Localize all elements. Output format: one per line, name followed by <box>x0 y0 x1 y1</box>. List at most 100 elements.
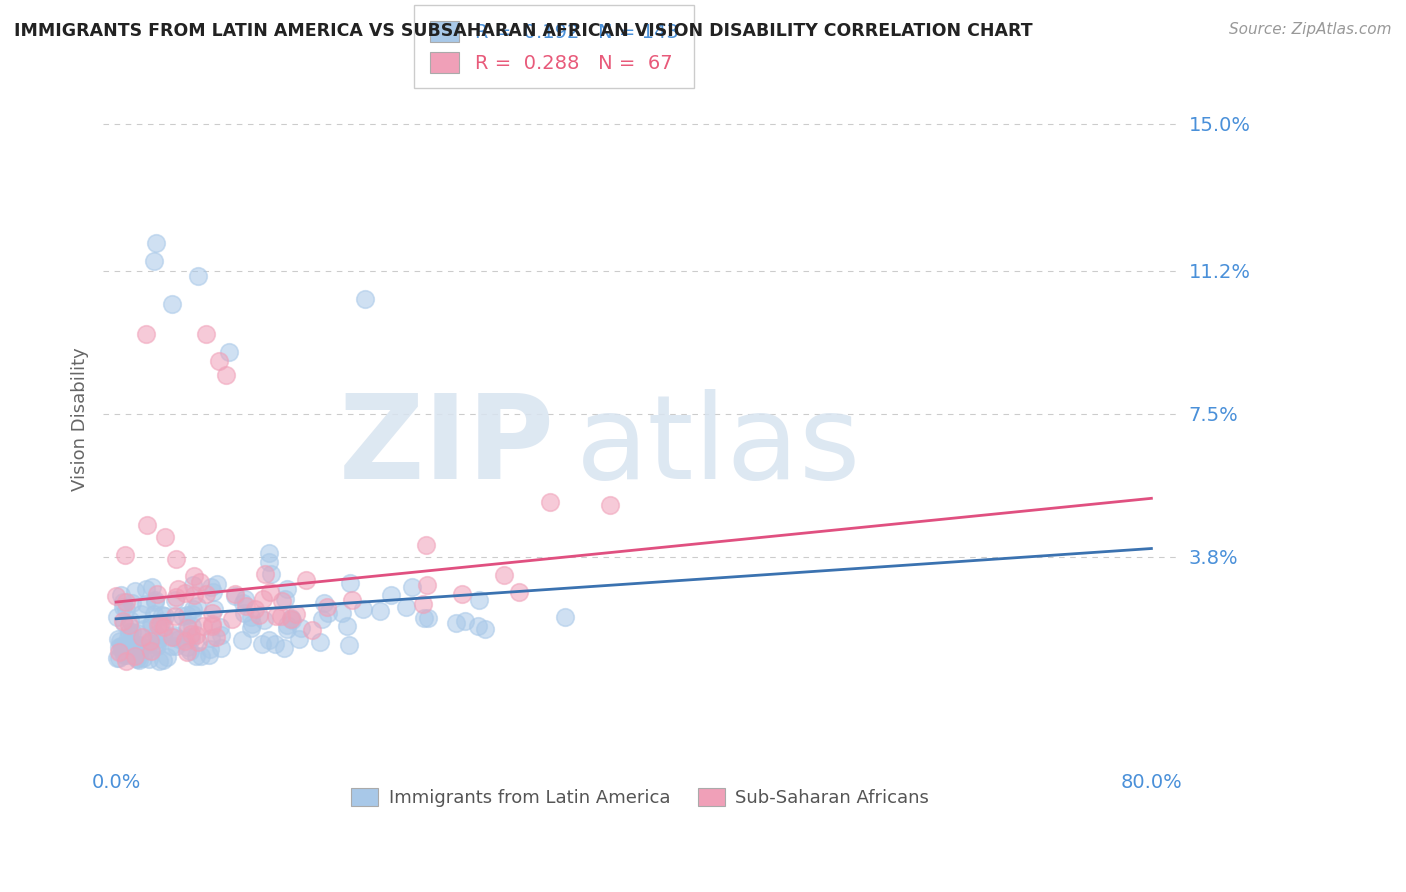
Point <box>131 630 153 644</box>
Point <box>115 648 138 663</box>
Point <box>125 640 148 654</box>
Point <box>114 601 136 615</box>
Point <box>184 628 207 642</box>
Point <box>183 588 205 602</box>
Point <box>253 613 276 627</box>
Point <box>232 606 254 620</box>
Point <box>301 623 323 637</box>
Point <box>280 611 302 625</box>
Point <box>141 616 163 631</box>
Point <box>205 577 228 591</box>
Point <box>270 609 292 624</box>
Point <box>146 618 169 632</box>
Point <box>294 573 316 587</box>
Point <box>264 609 287 624</box>
Text: ZIP: ZIP <box>339 390 554 505</box>
Point <box>454 614 477 628</box>
Point <box>141 617 163 632</box>
Point <box>280 612 302 626</box>
Point <box>148 654 170 668</box>
Point <box>188 575 211 590</box>
Point <box>131 639 153 653</box>
Text: Source: ZipAtlas.com: Source: ZipAtlas.com <box>1229 22 1392 37</box>
Point <box>451 587 474 601</box>
Point <box>111 640 134 655</box>
Point <box>201 585 224 599</box>
Point <box>143 593 166 607</box>
Point <box>415 538 437 552</box>
Point <box>276 582 298 596</box>
Point <box>165 639 187 653</box>
Point <box>132 651 155 665</box>
Point <box>146 632 169 647</box>
Point <box>538 495 561 509</box>
Point <box>200 631 222 645</box>
Point <box>215 368 238 382</box>
Point <box>444 615 467 630</box>
Point <box>110 588 132 602</box>
Point <box>508 584 530 599</box>
Point <box>340 593 363 607</box>
Point <box>163 593 186 607</box>
Point <box>259 585 281 599</box>
Point <box>179 644 201 658</box>
Point <box>202 602 225 616</box>
Point <box>201 616 224 631</box>
Point <box>143 636 166 650</box>
Point <box>160 297 183 311</box>
Point <box>114 548 136 562</box>
Point <box>195 587 218 601</box>
Point <box>221 612 243 626</box>
Point <box>163 628 186 642</box>
Point <box>105 610 128 624</box>
Point <box>128 639 150 653</box>
Point <box>112 648 135 663</box>
Point <box>181 619 204 633</box>
Point <box>181 578 204 592</box>
Point <box>314 596 336 610</box>
Point <box>231 632 253 647</box>
Point <box>121 624 143 639</box>
Point <box>180 607 202 621</box>
Point <box>127 626 149 640</box>
Point <box>122 638 145 652</box>
Point <box>273 592 295 607</box>
Point <box>159 639 181 653</box>
Point <box>150 615 173 629</box>
Point <box>110 639 132 653</box>
Point <box>339 576 361 591</box>
Point <box>257 546 280 560</box>
Point <box>468 593 491 607</box>
Point <box>208 354 231 368</box>
Y-axis label: Vision Disability: Vision Disability <box>72 348 89 491</box>
Point <box>186 649 208 664</box>
Point <box>146 636 169 650</box>
Point <box>412 597 434 611</box>
Point <box>416 578 439 592</box>
Point <box>467 619 489 633</box>
Point <box>599 498 621 512</box>
Text: atlas: atlas <box>576 390 860 505</box>
Point <box>112 595 135 609</box>
Point <box>247 608 270 623</box>
Point <box>395 600 418 615</box>
Point <box>336 619 359 633</box>
Point <box>243 601 266 615</box>
Point <box>174 586 197 600</box>
Point <box>257 555 280 569</box>
Point <box>235 599 257 613</box>
Point <box>142 607 165 622</box>
Point <box>115 595 138 609</box>
Point <box>128 653 150 667</box>
Point <box>187 268 209 283</box>
Point <box>163 630 186 644</box>
Point <box>190 648 212 663</box>
Point <box>141 580 163 594</box>
Point <box>181 601 204 615</box>
Point <box>252 592 274 607</box>
Point <box>124 649 146 664</box>
Point <box>153 530 176 544</box>
Point <box>117 618 139 632</box>
Point <box>142 253 165 268</box>
Point <box>205 630 228 644</box>
